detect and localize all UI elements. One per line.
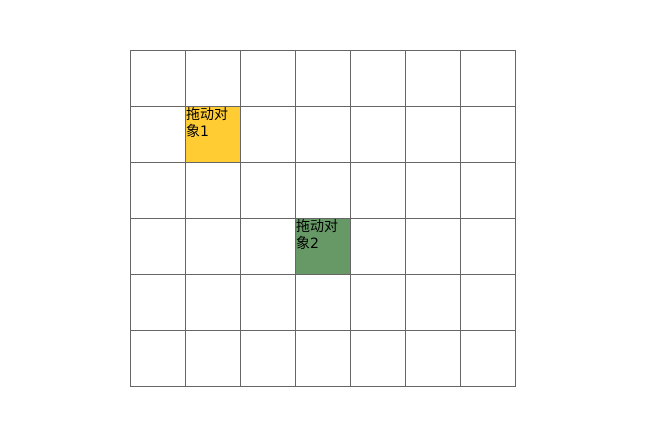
grid-cell[interactable]: [295, 50, 351, 107]
grid-row: [130, 162, 516, 219]
grid-cell[interactable]: [405, 218, 461, 275]
grid-cell[interactable]: [185, 330, 241, 387]
grid-cell[interactable]: [350, 218, 406, 275]
grid-cell[interactable]: [130, 330, 186, 387]
grid-row: [130, 50, 516, 107]
grid-cell[interactable]: [460, 106, 516, 163]
grid-cell[interactable]: [350, 106, 406, 163]
grid-cell[interactable]: [185, 274, 241, 331]
grid-cell[interactable]: [185, 162, 241, 219]
grid-cell[interactable]: [240, 274, 296, 331]
grid-cell[interactable]: [405, 162, 461, 219]
grid-cell[interactable]: [130, 106, 186, 163]
grid-cell[interactable]: [295, 106, 351, 163]
grid-cell[interactable]: [240, 106, 296, 163]
grid-cell[interactable]: [405, 330, 461, 387]
grid-cell[interactable]: [185, 218, 241, 275]
grid-cell[interactable]: [130, 274, 186, 331]
grid-row: 拖动对象2: [130, 218, 516, 275]
grid-cell[interactable]: [240, 50, 296, 107]
grid-cell[interactable]: [460, 274, 516, 331]
drag-object-2[interactable]: 拖动对象2: [296, 219, 350, 274]
grid-cell[interactable]: [405, 50, 461, 107]
grid-cell[interactable]: [460, 162, 516, 219]
grid-row: [130, 274, 516, 331]
grid-cell[interactable]: [350, 50, 406, 107]
grid-cell[interactable]: [240, 330, 296, 387]
grid-cell[interactable]: [350, 274, 406, 331]
grid-cell[interactable]: [185, 50, 241, 107]
grid-cell[interactable]: [405, 106, 461, 163]
grid-cell[interactable]: 拖动对象2: [295, 218, 351, 275]
grid-cell[interactable]: [350, 162, 406, 219]
grid-cell[interactable]: [350, 330, 406, 387]
grid-cell[interactable]: [130, 50, 186, 107]
grid-cell[interactable]: [405, 274, 461, 331]
grid-cell[interactable]: [460, 218, 516, 275]
grid-cell[interactable]: 拖动对象1: [185, 106, 241, 163]
grid-cell[interactable]: [460, 50, 516, 107]
grid-cell[interactable]: [130, 218, 186, 275]
drag-object-1[interactable]: 拖动对象1: [186, 107, 240, 162]
grid-cell[interactable]: [295, 162, 351, 219]
grid-row: [130, 330, 516, 387]
grid-row: 拖动对象1: [130, 106, 516, 163]
grid-cell[interactable]: [295, 330, 351, 387]
grid-cell[interactable]: [240, 162, 296, 219]
grid-cell[interactable]: [240, 218, 296, 275]
drop-grid: 拖动对象1 拖动对象2: [130, 50, 516, 387]
grid-cell[interactable]: [130, 162, 186, 219]
grid-cell[interactable]: [295, 274, 351, 331]
grid-cell[interactable]: [460, 330, 516, 387]
